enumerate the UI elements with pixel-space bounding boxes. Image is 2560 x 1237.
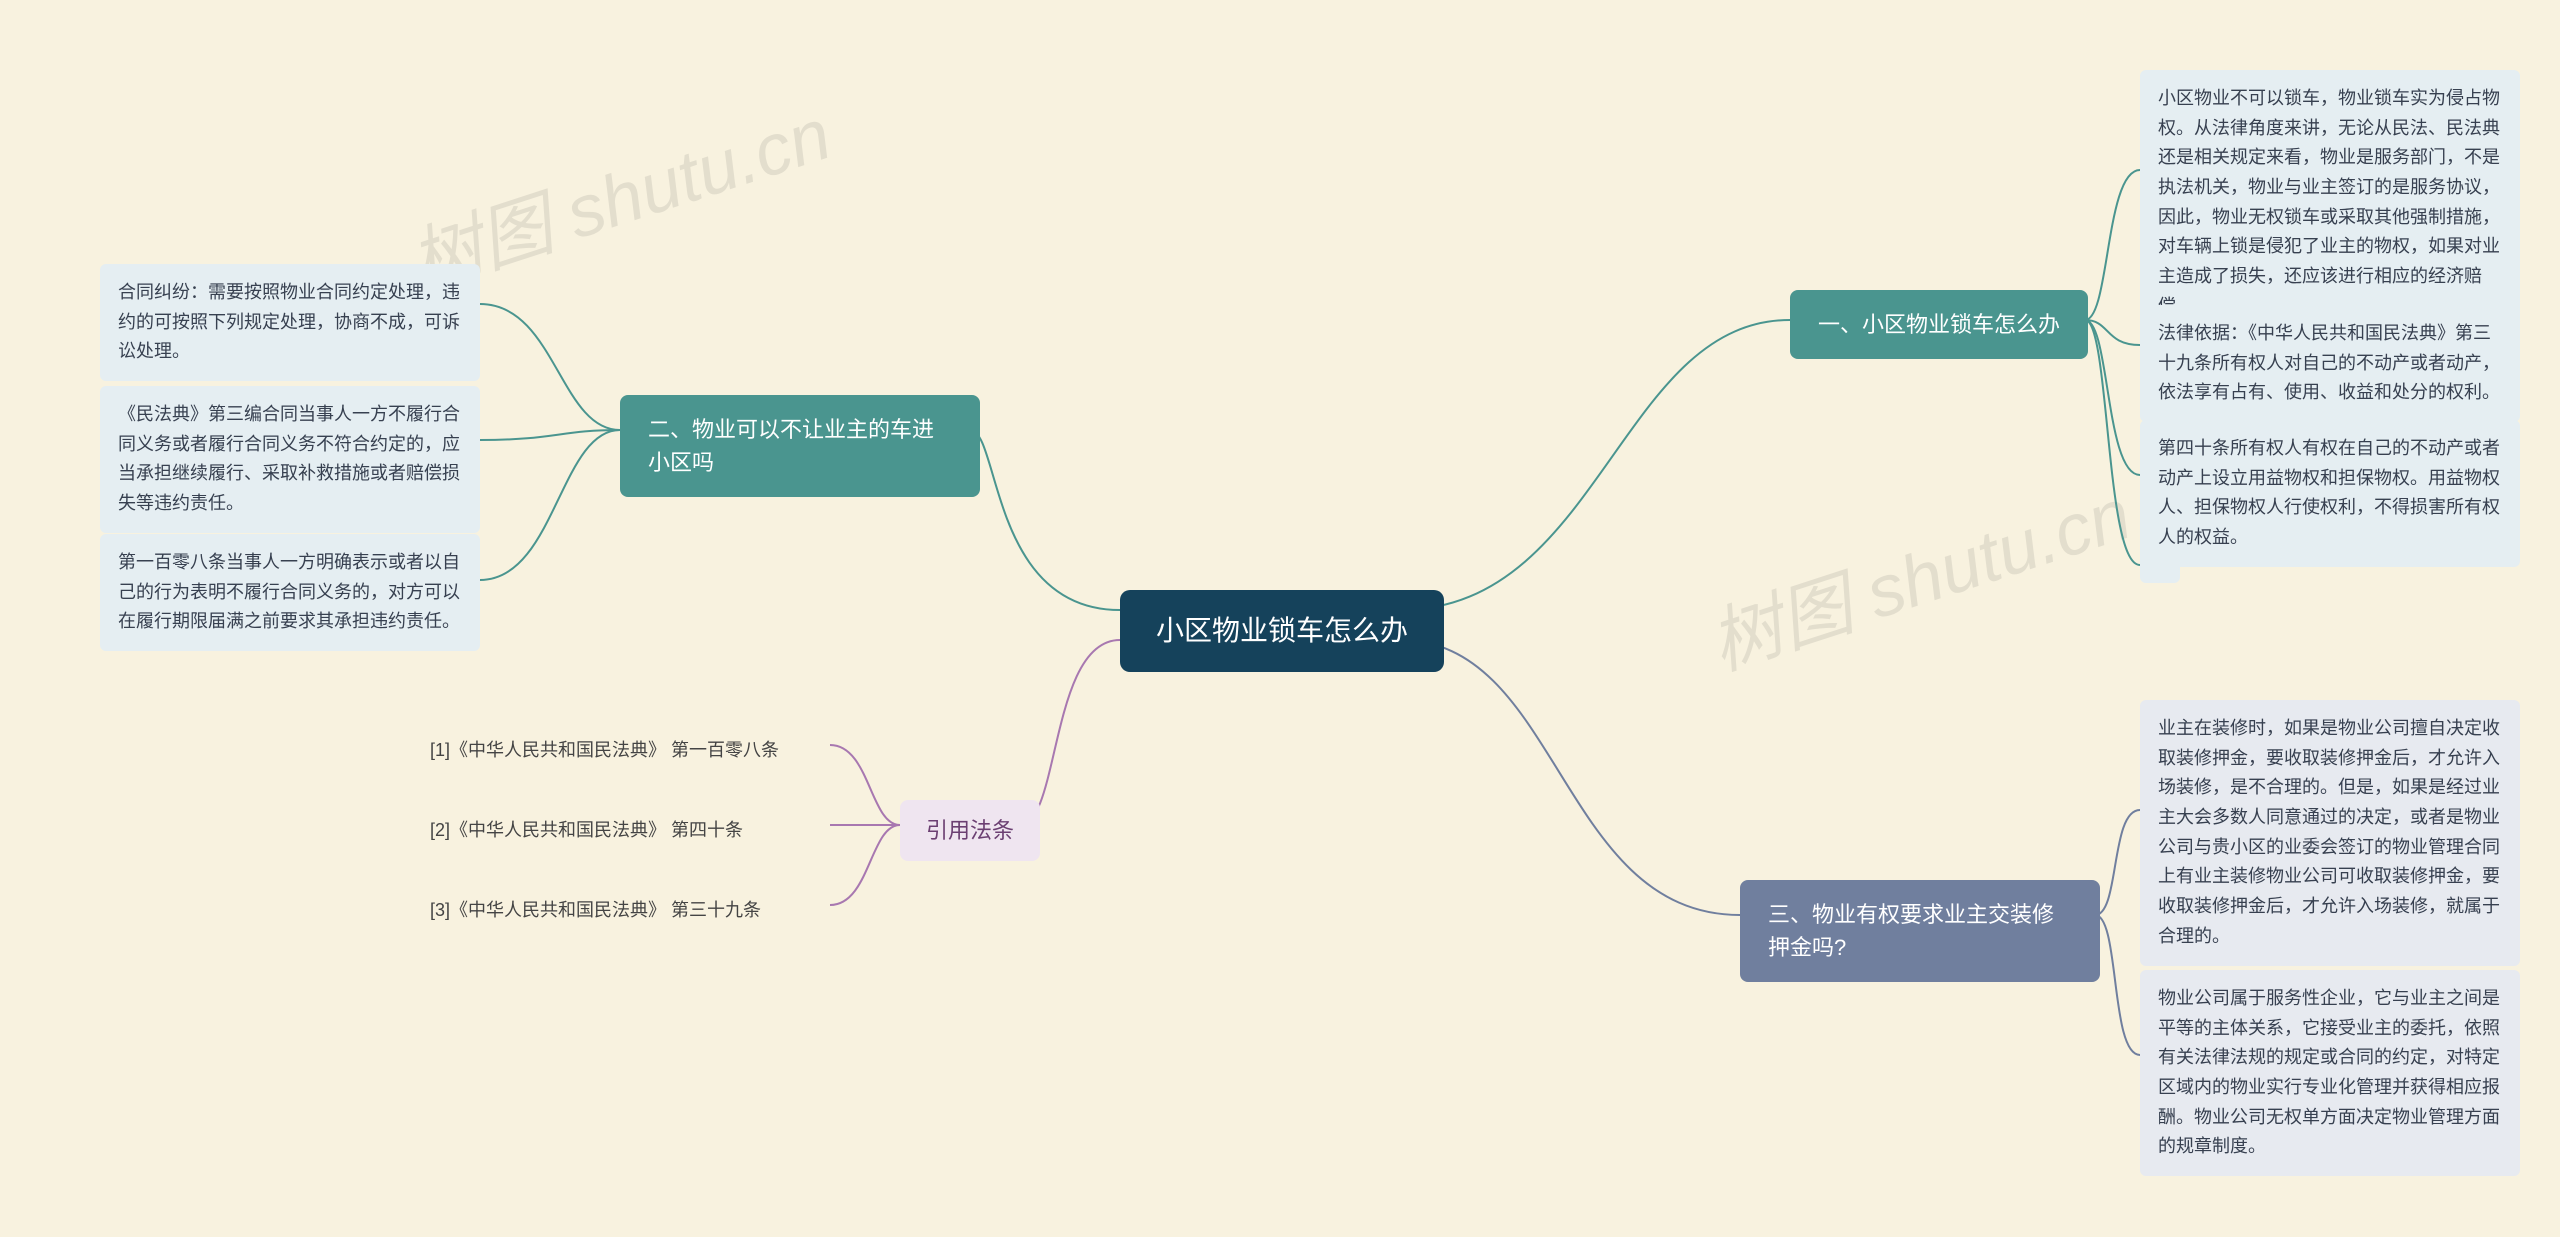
branch-4-node-references: 引用法条 [900, 800, 1040, 861]
center-node: 小区物业锁车怎么办 [1120, 590, 1444, 672]
branch-1-leaf-2: 法律依据：《中华人民共和国民法典》第三十九条所有权人对自己的不动产或者动产，依法… [2140, 305, 2520, 422]
branch-2-leaf-3: 第一百零八条当事人一方明确表示或者以自己的行为表明不履行合同义务的，对方可以在履… [100, 534, 480, 651]
branch-1-leaf-3: 第四十条所有权人有权在自己的不动产或者动产上设立用益物权和担保物权。用益物权人、… [2140, 420, 2520, 567]
branch-3-node: 三、物业有权要求业主交装修押金吗? [1740, 880, 2100, 982]
branch-1-leaf-1: 小区物业不可以锁车，物业锁车实为侵占物权。从法律角度来讲，无论从民法、民法典还是… [2140, 70, 2520, 336]
reference-2: [2]《中华人民共和国民法典》 第四十条 [420, 810, 753, 852]
branch-1-node: 一、小区物业锁车怎么办 [1790, 290, 2088, 359]
mindmap-canvas: 树图 shutu.cn 树图 shutu.cn 小区物业锁车怎么办 一、小区物业… [0, 0, 2560, 1237]
branch-1-leaf-4-empty [2140, 555, 2180, 583]
watermark: 树图 shutu.cn [1694, 455, 2141, 690]
branch-2-node: 二、物业可以不让业主的车进小区吗 [620, 395, 980, 497]
branch-2-leaf-2: 《民法典》第三编合同当事人一方不履行合同义务或者履行合同义务不符合约定的，应当承… [100, 386, 480, 533]
branch-3-leaf-1: 业主在装修时，如果是物业公司擅自决定收取装修押金，要收取装修押金后，才允许入场装… [2140, 700, 2520, 966]
reference-1: [1]《中华人民共和国民法典》 第一百零八条 [420, 730, 789, 772]
branch-2-leaf-1: 合同纠纷：需要按照物业合同约定处理，违约的可按照下列规定处理，协商不成，可诉讼处… [100, 264, 480, 381]
reference-3: [3]《中华人民共和国民法典》 第三十九条 [420, 890, 771, 932]
branch-3-leaf-2: 物业公司属于服务性企业，它与业主之间是平等的主体关系，它接受业主的委托，依照有关… [2140, 970, 2520, 1176]
